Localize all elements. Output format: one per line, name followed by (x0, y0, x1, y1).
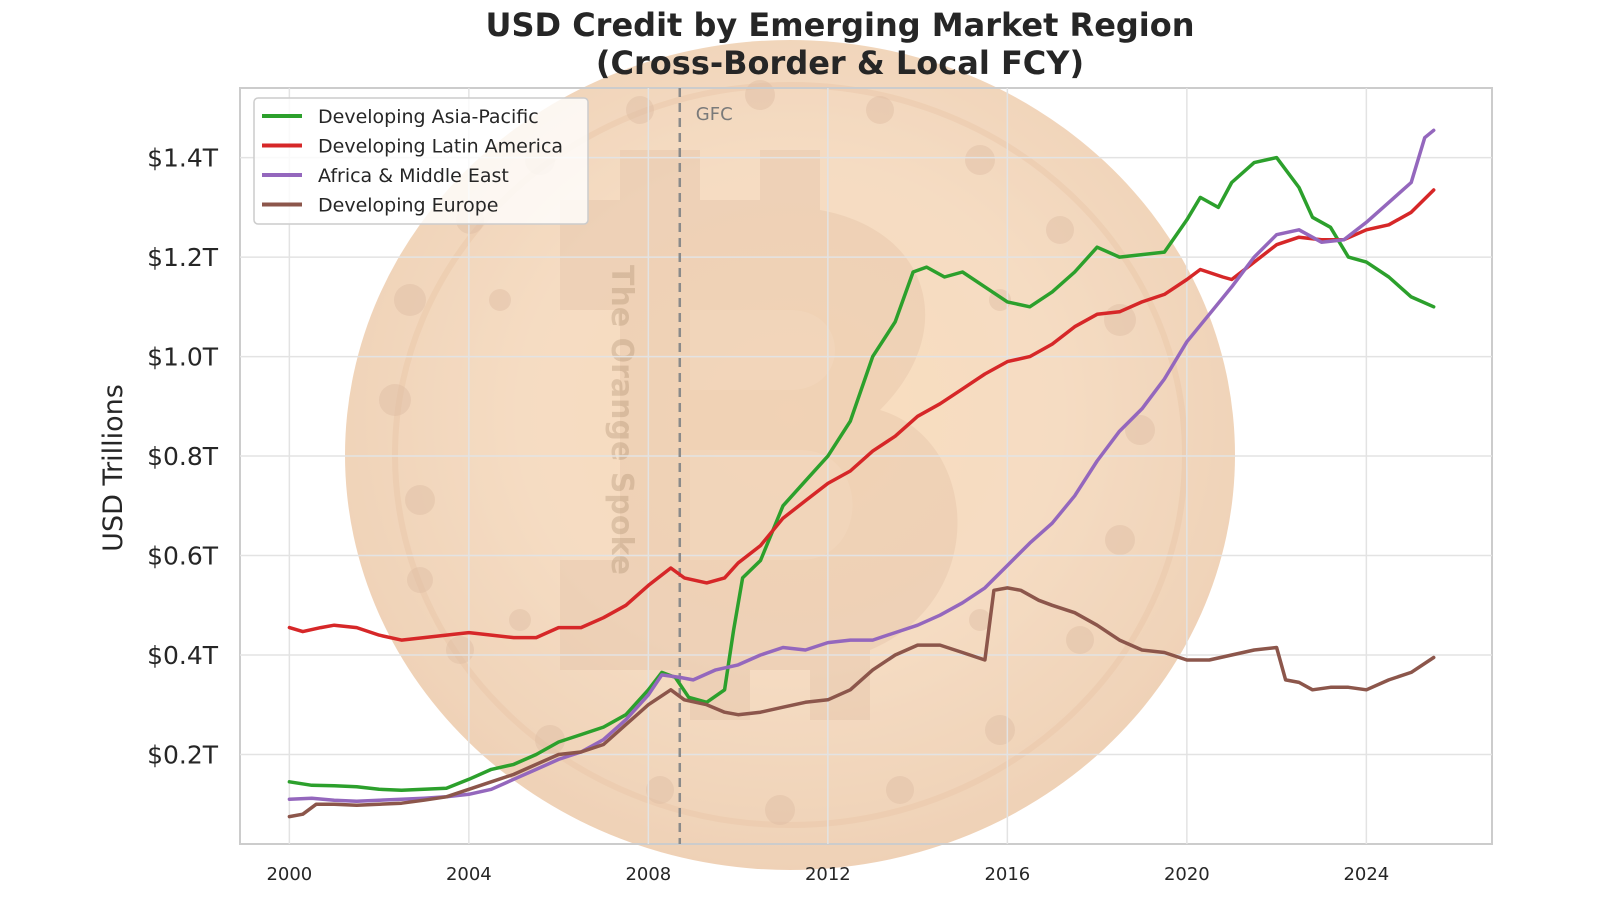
y-axis-ticks: $0.2T $0.4T $0.6T $0.8T $1.0T $1.2T $1.4T (147, 144, 219, 770)
series-line-0 (287, 155, 1436, 793)
chart-title-line1: USD Credit by Emerging Market Region (485, 6, 1194, 44)
series-lines (287, 128, 1436, 819)
watermark-text: The Orange Spoke (604, 265, 639, 575)
legend: Developing Asia-Pacific Developing Latin … (253, 97, 589, 225)
x-tick-label: 2016 (984, 864, 1030, 885)
y-tick-label: $0.6T (147, 542, 219, 571)
y-axis-label: USD Trillions (98, 384, 129, 552)
grid (240, 88, 1492, 844)
x-tick-label: 2008 (625, 864, 671, 885)
x-tick-label: 2000 (266, 864, 312, 885)
gfc-label: GFC (696, 104, 733, 125)
x-tick-label: 2012 (805, 864, 851, 885)
legend-entry: Africa & Middle East (318, 165, 509, 187)
x-tick-label: 2024 (1343, 864, 1389, 885)
y-tick-label: $0.4T (147, 641, 219, 670)
y-tick-label: $1.2T (147, 243, 219, 272)
y-tick-label: $0.2T (147, 740, 219, 769)
x-tick-label: 2020 (1164, 864, 1210, 885)
x-tick-label: 2004 (446, 864, 492, 885)
legend-entry: Developing Asia-Pacific (318, 106, 539, 128)
series-line-3 (287, 586, 1436, 819)
y-tick-label: $1.4T (147, 144, 219, 173)
x-axis-ticks: 2000 2004 2008 2012 2016 2020 2024 (266, 864, 1389, 885)
y-tick-label: $1.0T (147, 343, 219, 372)
gfc-annotation: GFC (678, 88, 733, 844)
legend-entry: Developing Latin America (318, 136, 563, 158)
series-line-1 (287, 188, 1436, 642)
legend-entry: Developing Europe (318, 195, 498, 217)
chart-title-line2: (Cross-Border & Local FCY) (596, 44, 1084, 82)
plot-frame (239, 87, 1493, 845)
series-line-2 (287, 128, 1436, 803)
y-tick-label: $0.8T (147, 442, 219, 471)
